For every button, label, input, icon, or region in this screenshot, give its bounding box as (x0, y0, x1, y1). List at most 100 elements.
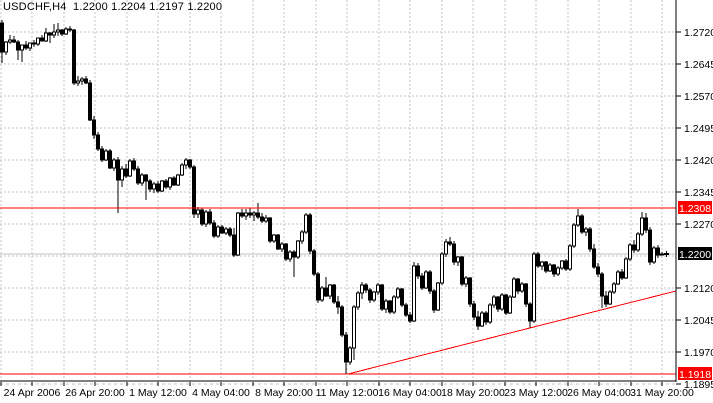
candle[interactable] (584, 227, 588, 236)
candle[interactable] (456, 256, 460, 266)
candle[interactable] (96, 132, 100, 151)
candle[interactable] (220, 225, 224, 234)
candle[interactable] (292, 250, 296, 277)
candle[interactable] (228, 227, 232, 237)
candle[interactable] (476, 311, 480, 330)
candle[interactable] (420, 273, 424, 290)
candle[interactable] (316, 272, 320, 303)
candle[interactable] (148, 179, 152, 192)
candle[interactable] (500, 293, 504, 311)
candle[interactable] (8, 35, 12, 44)
candle[interactable] (624, 257, 628, 279)
candle[interactable] (304, 213, 308, 234)
candle[interactable] (0, 20, 4, 63)
candle[interactable] (576, 209, 580, 227)
candle[interactable] (80, 77, 84, 85)
candle[interactable] (64, 27, 68, 35)
price-axis[interactable]: 1.2720 1.2645 1.2570 1.2495 1.2420 1.2345 1.22… (676, 27, 713, 391)
candle[interactable] (104, 149, 108, 161)
candle[interactable] (52, 24, 56, 38)
candle[interactable] (428, 270, 432, 294)
candle[interactable] (520, 282, 524, 293)
candle[interactable] (180, 163, 184, 176)
candle[interactable] (248, 208, 252, 218)
candle[interactable] (556, 266, 560, 276)
candle[interactable] (272, 234, 276, 243)
candle[interactable] (16, 40, 20, 60)
candle[interactable] (4, 41, 8, 55)
candle[interactable] (620, 269, 624, 280)
candle[interactable] (88, 80, 92, 121)
candle[interactable] (572, 223, 576, 248)
candle[interactable] (144, 174, 148, 200)
candle[interactable] (488, 303, 492, 324)
candle[interactable] (32, 40, 36, 47)
candle[interactable] (408, 312, 412, 323)
candle[interactable] (324, 277, 328, 297)
candle[interactable] (460, 256, 464, 286)
candle[interactable] (264, 215, 268, 223)
candle[interactable] (416, 263, 420, 279)
candle[interactable] (312, 249, 316, 276)
candle[interactable] (608, 290, 612, 305)
candle[interactable] (496, 296, 500, 312)
candle[interactable] (200, 208, 204, 226)
candle[interactable] (56, 23, 60, 36)
candle[interactable] (224, 227, 228, 235)
candle[interactable] (320, 286, 324, 302)
candle[interactable] (300, 230, 304, 244)
candle[interactable] (532, 252, 536, 323)
candle[interactable] (92, 116, 96, 139)
candle[interactable] (348, 346, 352, 365)
candle[interactable] (600, 272, 604, 308)
candle[interactable] (212, 220, 216, 238)
candle[interactable] (596, 263, 600, 277)
candle[interactable] (84, 76, 88, 84)
candle[interactable] (168, 177, 172, 190)
candle[interactable] (240, 209, 244, 218)
candle[interactable] (72, 29, 76, 85)
candle[interactable] (464, 276, 468, 287)
candle[interactable] (120, 166, 124, 187)
candle[interactable] (376, 283, 380, 295)
candle[interactable] (472, 301, 476, 320)
candle[interactable] (268, 217, 272, 243)
candle[interactable] (400, 288, 404, 307)
trendline[interactable] (347, 290, 677, 375)
candle[interactable] (528, 302, 532, 328)
candle[interactable] (592, 244, 596, 269)
candle[interactable] (392, 295, 396, 314)
candle[interactable] (616, 270, 620, 285)
candle[interactable] (176, 174, 180, 186)
candle[interactable] (452, 241, 456, 265)
candle[interactable] (12, 36, 16, 43)
candle[interactable] (516, 278, 520, 294)
candle[interactable] (352, 305, 356, 360)
candle[interactable] (164, 179, 168, 189)
candle[interactable] (132, 158, 136, 171)
candle[interactable] (116, 157, 120, 213)
candle[interactable] (344, 332, 348, 374)
candle[interactable] (336, 296, 340, 314)
candle[interactable] (152, 182, 156, 193)
candle[interactable] (124, 164, 128, 178)
candle[interactable] (396, 287, 400, 299)
candle[interactable] (580, 214, 584, 234)
candle[interactable] (368, 288, 372, 303)
candle[interactable] (280, 242, 284, 252)
candle[interactable] (444, 239, 448, 257)
candle[interactable] (256, 203, 260, 219)
candle[interactable] (188, 159, 192, 169)
candle[interactable] (260, 213, 264, 223)
candle[interactable] (484, 311, 488, 325)
candle[interactable] (136, 166, 140, 185)
candle[interactable] (628, 243, 632, 261)
candle[interactable] (636, 232, 640, 252)
candle[interactable] (524, 283, 528, 307)
candle[interactable] (28, 42, 32, 51)
candle[interactable] (128, 159, 132, 177)
candle[interactable] (160, 180, 164, 192)
candle[interactable] (568, 244, 572, 271)
candle[interactable] (432, 289, 436, 313)
candle[interactable] (244, 209, 248, 220)
